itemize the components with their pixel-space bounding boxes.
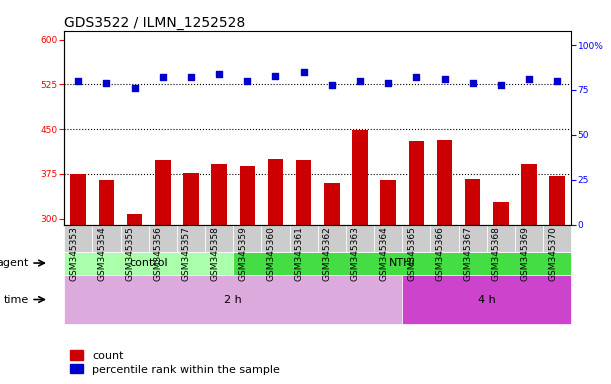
Bar — [346, 225, 374, 252]
Point — [355, 78, 365, 84]
Bar — [318, 225, 346, 252]
Bar — [177, 225, 205, 252]
Bar — [430, 225, 459, 252]
Text: GSM345354: GSM345354 — [97, 226, 106, 281]
Bar — [521, 164, 537, 225]
Text: NTHi: NTHi — [389, 258, 415, 268]
Bar — [402, 225, 430, 252]
Bar — [240, 166, 255, 225]
Text: GSM345364: GSM345364 — [379, 226, 388, 281]
Text: 4 h: 4 h — [478, 295, 496, 305]
Bar — [374, 225, 402, 252]
Point — [327, 81, 337, 88]
Bar — [262, 225, 290, 252]
Text: GDS3522 / ILMN_1252528: GDS3522 / ILMN_1252528 — [64, 16, 246, 30]
Point — [130, 85, 139, 91]
Text: GSM345366: GSM345366 — [436, 226, 445, 281]
Text: GSM345360: GSM345360 — [266, 226, 276, 281]
Text: agent: agent — [0, 258, 29, 268]
Text: control: control — [130, 258, 168, 268]
Bar — [296, 160, 312, 225]
Text: GSM345355: GSM345355 — [126, 226, 134, 281]
Bar — [70, 174, 86, 225]
Bar — [465, 179, 480, 225]
Text: GSM345363: GSM345363 — [351, 226, 360, 281]
Bar — [155, 160, 170, 225]
Bar — [290, 225, 318, 252]
Point — [243, 78, 252, 84]
Bar — [98, 180, 114, 225]
Point — [496, 81, 506, 88]
Point — [383, 80, 393, 86]
Bar — [92, 225, 120, 252]
Point — [440, 76, 450, 82]
Bar — [233, 252, 571, 275]
Bar — [64, 225, 92, 252]
Point — [214, 71, 224, 77]
Bar — [549, 176, 565, 225]
Text: GSM345361: GSM345361 — [295, 226, 304, 281]
Text: time: time — [4, 295, 29, 305]
Bar — [381, 180, 396, 225]
Bar — [459, 225, 487, 252]
Text: GSM345368: GSM345368 — [492, 226, 501, 281]
Bar — [64, 252, 233, 275]
Bar — [402, 275, 571, 324]
Text: GSM345365: GSM345365 — [408, 226, 416, 281]
Bar — [127, 214, 142, 225]
Bar — [205, 225, 233, 252]
Text: GSM345367: GSM345367 — [464, 226, 473, 281]
Point — [186, 74, 196, 81]
Bar — [543, 225, 571, 252]
Point — [158, 74, 167, 81]
Text: 2 h: 2 h — [224, 295, 242, 305]
Point — [552, 78, 562, 84]
Bar — [487, 225, 515, 252]
Bar — [233, 225, 262, 252]
Legend: count, percentile rank within the sample: count, percentile rank within the sample — [70, 350, 280, 375]
Point — [101, 80, 111, 86]
Point — [73, 78, 83, 84]
Point — [524, 76, 534, 82]
Text: GSM345359: GSM345359 — [238, 226, 247, 281]
Bar — [324, 183, 340, 225]
Point — [271, 73, 280, 79]
Bar — [409, 141, 424, 225]
Text: GSM345370: GSM345370 — [548, 226, 557, 281]
Text: GSM345356: GSM345356 — [154, 226, 163, 281]
Point — [299, 69, 309, 75]
Bar — [493, 202, 508, 225]
Bar — [352, 130, 368, 225]
Bar — [515, 225, 543, 252]
Text: GSM345353: GSM345353 — [69, 226, 78, 281]
Bar — [64, 275, 402, 324]
Point — [468, 80, 478, 86]
Bar — [183, 173, 199, 225]
Text: GSM345358: GSM345358 — [210, 226, 219, 281]
Text: GSM345362: GSM345362 — [323, 226, 332, 281]
Bar — [268, 159, 284, 225]
Bar — [211, 164, 227, 225]
Bar — [120, 225, 148, 252]
Point — [411, 74, 421, 81]
Bar — [437, 140, 452, 225]
Text: GSM345357: GSM345357 — [182, 226, 191, 281]
Text: GSM345369: GSM345369 — [520, 226, 529, 281]
Bar — [148, 225, 177, 252]
